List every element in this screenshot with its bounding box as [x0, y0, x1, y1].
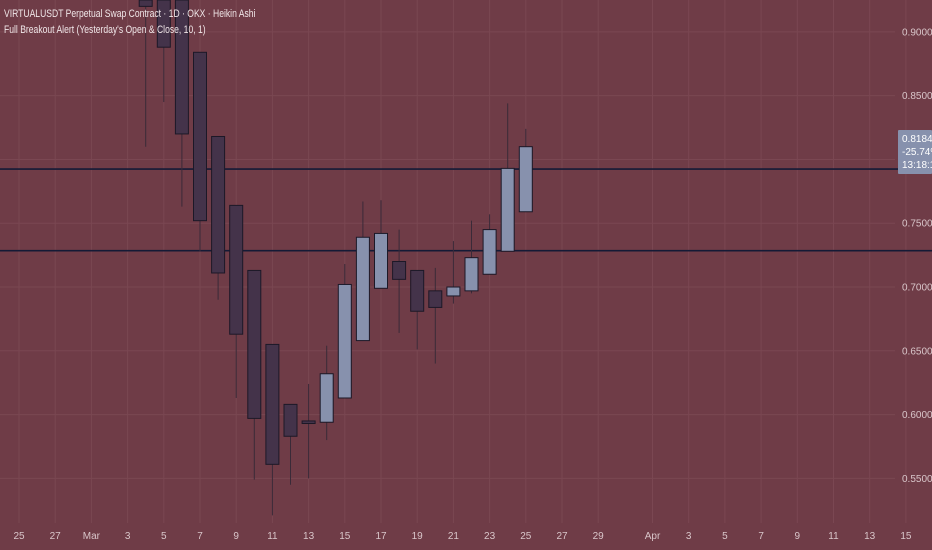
x-tick-label: 7 — [197, 531, 203, 542]
bear-candle[interactable] — [410, 269, 425, 312]
x-tick-label: 29 — [593, 531, 605, 542]
y-tick-label: 0.7500 — [902, 219, 932, 230]
x-tick-label: 5 — [722, 531, 728, 542]
candles — [138, 0, 533, 516]
x-tick-label: 25 — [13, 531, 25, 542]
bear-candle[interactable] — [174, 0, 189, 135]
x-tick-label: 15 — [900, 531, 912, 542]
bear-candle[interactable] — [265, 343, 280, 465]
chart-legend: VIRTUALUSDT Perpetual Swap Contract · 1D… — [4, 6, 326, 38]
x-tick-label: 11 — [828, 531, 839, 542]
bear-candle[interactable] — [301, 420, 316, 425]
bull-candle[interactable] — [355, 236, 370, 342]
bear-candle[interactable] — [193, 51, 207, 222]
x-tick-label: 9 — [233, 531, 239, 542]
price-tag-countdown: 13:18:13 — [902, 160, 932, 171]
x-tick-label: 9 — [795, 531, 801, 542]
bull-candle[interactable] — [482, 229, 497, 275]
x-tick-label: 23 — [484, 531, 496, 542]
bear-candle[interactable] — [211, 135, 226, 274]
x-tick-label: 5 — [161, 531, 167, 542]
y-tick-label: 0.8500 — [902, 91, 932, 102]
price-tag-price: 0.8184 — [902, 134, 932, 145]
bear-candle[interactable] — [247, 269, 262, 419]
time-axis[interactable]: 25 27 Mar 3 5 7 9 11 13 15 17 19 21 23 25 27 29 Apr 3 5 7 9 11… — [13, 531, 911, 542]
x-tick-label: 13 — [303, 531, 315, 542]
bull-candle[interactable] — [518, 146, 533, 213]
bear-candle[interactable] — [283, 403, 298, 437]
x-tick-label: 15 — [339, 531, 351, 542]
x-tick-label: 13 — [864, 531, 876, 542]
price-tag-change: -25.74% — [902, 147, 932, 158]
y-tick-label: 0.6000 — [902, 410, 932, 421]
bear-candle[interactable] — [428, 290, 443, 308]
bull-candle[interactable] — [337, 283, 352, 399]
y-tick-label: 0.6500 — [902, 346, 932, 357]
bear-candle[interactable] — [138, 0, 153, 7]
x-tick-label: Apr — [645, 531, 661, 542]
bull-candle[interactable] — [374, 232, 388, 289]
x-tick-label: 27 — [556, 531, 568, 542]
last-price-tag: 0.8184 -25.74% 13:18:13 — [898, 130, 932, 174]
bear-candle[interactable] — [229, 204, 244, 335]
price-tag-background — [898, 130, 932, 174]
x-tick-label: 27 — [50, 531, 62, 542]
x-tick-label: 11 — [267, 531, 278, 542]
bull-candle[interactable] — [446, 286, 461, 297]
symbol-title[interactable]: VIRTUALUSDT Perpetual Swap Contract · 1D… — [4, 8, 256, 20]
indicator-title[interactable]: Full Breakout Alert (Yesterday's Open & … — [4, 24, 206, 36]
x-tick-label: 7 — [758, 531, 764, 542]
y-tick-label: 0.9000 — [902, 27, 932, 38]
bull-candle[interactable] — [319, 373, 334, 423]
price-axis[interactable]: 0.90000.85000.80000.75000.70000.65000.60… — [902, 27, 932, 484]
bull-candle[interactable] — [500, 167, 515, 252]
bear-candle[interactable] — [156, 0, 171, 48]
bear-candle[interactable] — [392, 261, 407, 280]
x-tick-label: 3 — [125, 531, 131, 542]
breakout-levels — [0, 168, 932, 252]
bull-candle[interactable] — [464, 257, 479, 292]
x-tick-label: 21 — [448, 531, 460, 542]
x-tick-label: 3 — [686, 531, 692, 542]
y-tick-label: 0.5500 — [902, 474, 932, 485]
x-tick-label: Mar — [83, 531, 101, 542]
y-tick-label: 0.7000 — [902, 283, 932, 294]
x-tick-label: 17 — [375, 531, 387, 542]
x-tick-label: 25 — [520, 531, 532, 542]
x-tick-label: 19 — [412, 531, 424, 542]
